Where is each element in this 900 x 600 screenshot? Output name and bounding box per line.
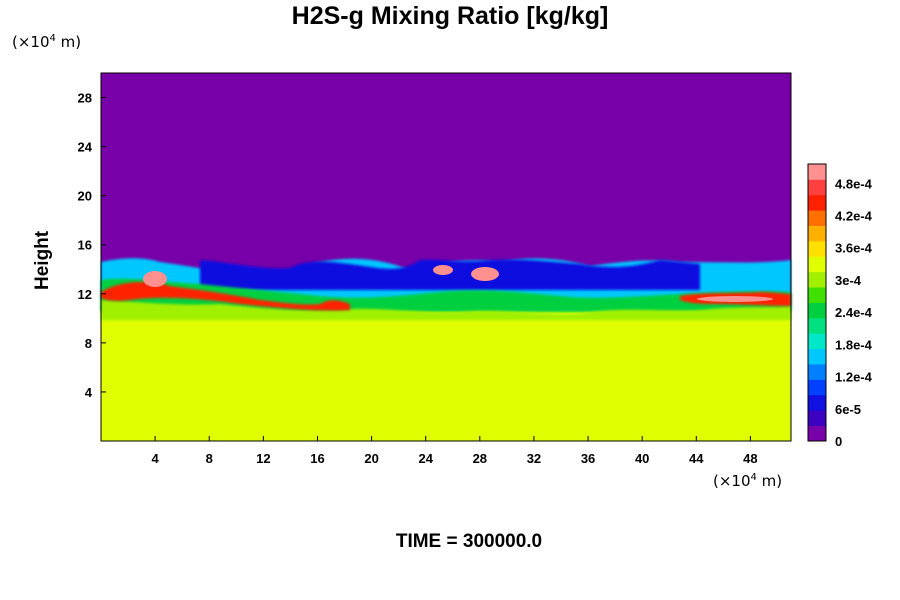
x-unit-exp: 4 <box>750 472 757 483</box>
colorbar-frame <box>807 163 827 442</box>
x-tick-label: 16 <box>310 451 324 466</box>
x-tick-label: 48 <box>743 451 757 466</box>
y-tick-label: 24 <box>78 140 93 155</box>
x-unit-tail: m) <box>756 472 783 490</box>
x-unit-base: (×10 <box>713 472 751 490</box>
colorbar-tick-label: 1.8e-4 <box>835 337 873 352</box>
y-unit-base: (×10 <box>12 33 50 51</box>
colorbar-segment <box>808 333 826 350</box>
y-tick-label: 20 <box>78 189 92 204</box>
colorbar-segment <box>808 287 826 303</box>
x-tick-label: 36 <box>581 451 595 466</box>
colorbar-segment <box>808 302 826 319</box>
colorbar-segment <box>808 225 826 242</box>
plot-frame <box>100 72 792 442</box>
x-tick-label: 28 <box>473 451 487 466</box>
colorbar-segment <box>808 317 826 334</box>
colorbar-tick-label: 3e-4 <box>835 273 862 288</box>
plume-pink-d <box>697 296 773 302</box>
x-tick-label: 8 <box>206 451 213 466</box>
y-axis-ticks: 4 8 12 16 20 24 28 <box>78 91 106 400</box>
colorbar-tick-label: 0 <box>835 434 842 449</box>
colorbar-segment <box>808 256 826 273</box>
colorbar-segment <box>808 210 826 226</box>
plume-pink-a <box>143 271 167 287</box>
field-lower <box>101 300 791 441</box>
mixing-layer-blue <box>200 259 700 290</box>
plume-pink-b <box>433 265 453 275</box>
y-tick-label: 12 <box>78 287 92 302</box>
colorbar-tick-label: 4.2e-4 <box>835 209 873 224</box>
colorbar: 0 6e-5 1.2e-4 1.8e-4 2.4e-4 3e-4 3.6e-4 4.2e-4 4… <box>807 163 873 449</box>
colorbar-segment <box>808 364 826 380</box>
y-axis-unit: (×104 m) <box>12 33 81 51</box>
x-tick-label: 12 <box>256 451 270 466</box>
colorbar-segment <box>808 179 826 196</box>
colorbar-tick-label: 3.6e-4 <box>835 241 873 256</box>
x-tick-label: 24 <box>418 451 433 466</box>
x-tick-label: 20 <box>364 451 378 466</box>
colorbar-tick-label: 6e-5 <box>835 402 861 417</box>
colorbar-tick-label: 2.4e-4 <box>835 305 873 320</box>
plot-area <box>100 72 792 442</box>
y-unit-exp: 4 <box>49 33 56 44</box>
colorbar-segment <box>808 379 826 396</box>
plume-pink-c <box>471 267 499 281</box>
x-tick-label: 44 <box>689 451 704 466</box>
x-tick-label: 4 <box>152 451 160 466</box>
x-axis-unit: (×104 m) <box>713 472 782 490</box>
colorbar-tick-label: 1.2e-4 <box>835 370 873 385</box>
colorbar-segment <box>808 164 826 180</box>
y-tick-label: 28 <box>78 91 92 106</box>
colorbar-segment <box>808 410 826 427</box>
mixing-layer-red <box>101 282 350 311</box>
y-tick-label: 4 <box>85 385 93 400</box>
colorbar-segment <box>808 394 826 411</box>
y-tick-label: 8 <box>85 336 92 351</box>
x-axis-ticks: 4 8 12 16 20 24 28 32 36 40 44 48 <box>152 436 758 466</box>
x-tick-label: 40 <box>635 451 649 466</box>
colorbar-segment <box>808 348 826 365</box>
chart-title: H2S-g Mixing Ratio [kg/kg] <box>291 2 609 30</box>
x-tick-label: 32 <box>527 451 541 466</box>
colorbar-segment <box>808 271 826 288</box>
y-tick-label: 16 <box>78 238 92 253</box>
colorbar-segment <box>808 194 826 211</box>
mixing-layer-lime <box>101 300 791 320</box>
time-label: TIME = 300000.0 <box>395 531 543 552</box>
colorbar-segment <box>808 425 826 442</box>
colorbar-segment <box>808 240 826 257</box>
y-unit-tail: m) <box>55 33 82 51</box>
colorbar-tick-label: 4.8e-4 <box>835 176 873 191</box>
